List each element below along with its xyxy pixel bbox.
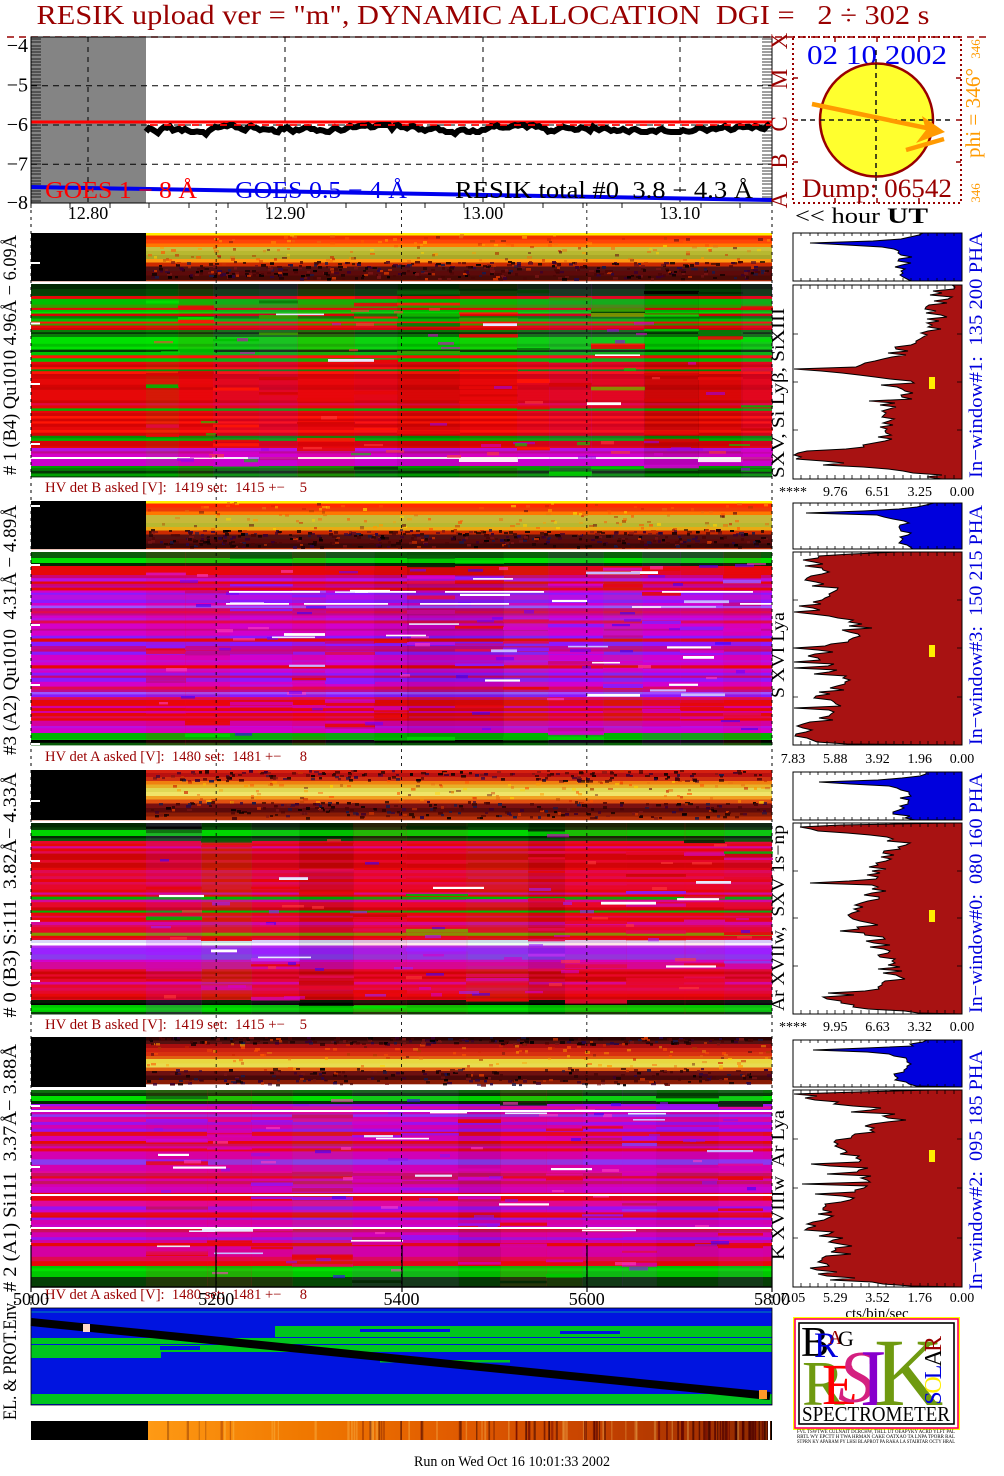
svg-text:FVL TSWTWE CULNAIT DCRCHW, THL: FVL TSWTWE CULNAIT DCRCHW, THLL UT OEAPY… — [797, 1430, 955, 1435]
svg-text:12.80: 12.80 — [68, 203, 109, 223]
svg-text:# 1 (B4) Qu1010 4.96Å − 6.09Å: # 1 (B4) Qu1010 4.96Å − 6.09Å — [0, 235, 21, 475]
svg-text:5800: 5800 — [754, 1289, 790, 1309]
svg-text:****: **** — [779, 1020, 807, 1035]
svg-text:5.29: 5.29 — [823, 1291, 848, 1306]
svg-text:5000: 5000 — [13, 1289, 49, 1309]
svg-text:SXV, Si Lyβ, SiXIII: SXV, Si Lyβ, SiXIII — [768, 308, 788, 478]
svg-text:HV det A asked [V]: 1480 set:: HV det A asked [V]: 1480 set: 1481 +− 8 — [45, 749, 307, 765]
svg-text:# 0 (B3) S:111 3.82Å− 4.33Å: # 0 (B3) S:111 3.82Å− 4.33Å — [0, 772, 21, 1017]
svg-text:6.63: 6.63 — [865, 1020, 890, 1035]
svg-text:M: M — [767, 69, 792, 89]
svg-text:13.00: 13.00 — [463, 203, 504, 223]
svg-text:9.76: 9.76 — [823, 485, 848, 500]
svg-text:1.96: 1.96 — [908, 752, 933, 767]
svg-text:SPECTROMETER: SPECTROMETER — [802, 1402, 950, 1426]
svg-text:K XVIIIw Ar Lya: K XVIIIw Ar Lya — [768, 1110, 788, 1260]
svg-text:A: A — [921, 1349, 947, 1367]
svg-text:5.88: 5.88 — [823, 752, 848, 767]
svg-text:C: C — [767, 116, 792, 131]
svg-text:5200: 5200 — [198, 1289, 234, 1309]
svg-text:S: S — [838, 1337, 875, 1419]
svg-text:S: S — [921, 1391, 947, 1404]
svg-text:STPRN KY APARAM PY LHSI BLAPR: STPRN KY APARAM PY LHSI BLAPROT PA RAKA … — [797, 1440, 955, 1445]
svg-text:HV det A asked [V]: 1480 set:: HV det A asked [V]: 1480 set: 1481 +− 8 — [45, 1287, 307, 1303]
svg-text:#3 (A2) Qu1010 4.31Å − 4.89Å: #3 (A2) Qu1010 4.31Å − 4.89Å — [0, 505, 21, 755]
svg-text:346: 346 — [968, 39, 983, 59]
svg-text:In−window#2: 095 185 PHA: In−window#2: 095 185 PHA — [966, 1050, 987, 1290]
svg-text:5600: 5600 — [569, 1289, 605, 1309]
svg-text:K: K — [874, 1319, 943, 1426]
svg-text:GOES 1 − 8 Å: GOES 1 − 8 Å — [45, 178, 198, 204]
svg-text:−5: −5 — [7, 75, 28, 97]
svg-text:In−window#1: 135 200 PHA: In−window#1: 135 200 PHA — [966, 232, 987, 478]
svg-text:1.76: 1.76 — [908, 1291, 933, 1306]
svg-text:3.92: 3.92 — [865, 752, 890, 767]
svg-text:RESIK upload ver = "m", DYNAMI: RESIK upload ver = "m", DYNAMIC ALLOCATI… — [37, 0, 930, 30]
svg-text:phi = 346°: phi = 346° — [961, 68, 985, 158]
svg-text:RESIK total #0 3.8 − 4.3 Å: RESIK total #0 3.8 − 4.3 Å — [455, 178, 754, 204]
svg-text:G: G — [838, 1326, 854, 1351]
svg-text:# 2 (A1) Si111 3.37Å− 3.88Å: # 2 (A1) Si111 3.37Å− 3.88Å — [0, 1044, 21, 1292]
svg-text:5400: 5400 — [384, 1289, 420, 1309]
svg-text:In−window#0: 080 160 PHA: In−window#0: 080 160 PHA — [966, 773, 987, 1013]
svg-text:346: 346 — [968, 183, 983, 203]
svg-text:L: L — [921, 1365, 947, 1380]
svg-text:3.32: 3.32 — [908, 1020, 933, 1035]
svg-text:UT: UT — [887, 203, 928, 228]
svg-text:R: R — [814, 1325, 838, 1365]
svg-text:I: I — [860, 1335, 887, 1423]
svg-text:−7: −7 — [7, 153, 28, 175]
svg-text:9.95: 9.95 — [823, 1020, 848, 1035]
svg-text:7.83: 7.83 — [781, 752, 806, 767]
svg-text:3.52: 3.52 — [865, 1291, 890, 1306]
svg-text:−6: −6 — [7, 114, 28, 136]
svg-text:E: E — [822, 1352, 857, 1417]
svg-text:0.00: 0.00 — [950, 485, 975, 500]
svg-text:Dump: 06542: Dump: 06542 — [802, 174, 952, 203]
svg-text:<< hour: << hour — [795, 203, 881, 228]
svg-text:B: B — [801, 1320, 829, 1366]
svg-text:R: R — [802, 1348, 845, 1419]
svg-text:−8: −8 — [7, 192, 28, 214]
svg-text:Ar XVIIw, SXV 1s−np: Ar XVIIw, SXV 1s−np — [768, 825, 788, 1011]
svg-text:EL. & PROT.Env.: EL. & PROT.Env. — [0, 1300, 21, 1420]
svg-text:S XVI Lya: S XVI Lya — [768, 612, 788, 698]
svg-text:0.00: 0.00 — [950, 752, 975, 767]
svg-text:HV det B asked [V]: 1419 set:: HV det B asked [V]: 1419 set: 1415 +− 5 — [45, 480, 307, 496]
svg-text:O: O — [921, 1376, 947, 1393]
svg-text:GOES 0.5 − 4 Å: GOES 0.5 − 4 Å — [235, 178, 408, 204]
svg-text:A: A — [767, 191, 792, 208]
svg-text:0.00: 0.00 — [950, 1020, 975, 1035]
svg-text:****: **** — [779, 485, 807, 500]
svg-text:X: X — [767, 32, 792, 49]
svg-text:6.51: 6.51 — [865, 485, 890, 500]
svg-text:13.10: 13.10 — [660, 203, 701, 223]
svg-text:R: R — [921, 1336, 947, 1352]
svg-text:RRTL WY EPCTT H TWA HRMAN CAKE: RRTL WY EPCTT H TWA HRMAN CAKE OATXAO TA… — [797, 1435, 955, 1440]
svg-text:Run on Wed Oct 16 10:01:33 200: Run on Wed Oct 16 10:01:33 2002 — [414, 1454, 610, 1470]
svg-text:−4: −4 — [7, 35, 28, 57]
svg-text:3.25: 3.25 — [908, 485, 933, 500]
svg-text:B: B — [767, 153, 792, 168]
svg-text:7.05: 7.05 — [781, 1291, 806, 1306]
svg-text:A: A — [828, 1327, 843, 1349]
svg-text:0.00: 0.00 — [950, 1291, 975, 1306]
svg-text:12.90: 12.90 — [265, 203, 306, 223]
svg-text:HV det B asked [V]: 1419 set:: HV det B asked [V]: 1419 set: 1415 +− 5 — [45, 1017, 307, 1033]
svg-text:In−window#3: 150 215 PHA: In−window#3: 150 215 PHA — [966, 505, 987, 745]
